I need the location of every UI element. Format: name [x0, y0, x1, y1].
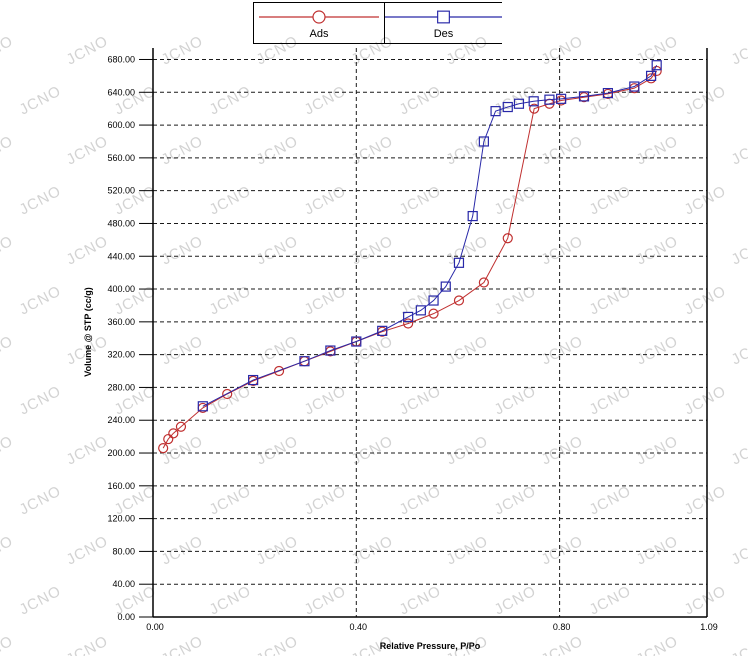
x-tick-label: 0.00	[146, 622, 164, 632]
y-tick-label: 280.00	[107, 382, 135, 392]
des-marker	[578, 91, 590, 102]
des-marker	[248, 374, 259, 386]
ads-marker	[478, 277, 489, 288]
ads-marker	[453, 295, 465, 306]
des-marker	[528, 96, 539, 107]
des-marker	[556, 93, 567, 104]
des-marker	[502, 101, 513, 113]
y-tick-label: 640.00	[107, 87, 135, 97]
ads-marker	[163, 433, 174, 445]
ads-marker	[222, 388, 233, 400]
x-axis-title: Relative Pressure, P/Po	[379, 641, 481, 651]
legend-label-ads: Ads	[309, 27, 329, 40]
des-marker	[197, 401, 208, 412]
y-tick-label: 600.00	[107, 120, 135, 130]
ads-marker	[529, 103, 540, 114]
y-tick-label: 80.00	[112, 546, 135, 556]
des-marker	[351, 336, 362, 347]
y-tick-label: 200.00	[107, 448, 135, 458]
x-tick-label: 0.80	[553, 622, 571, 632]
ads-marker	[502, 233, 513, 244]
des-marker	[453, 257, 465, 268]
y-tick-label: 360.00	[107, 317, 135, 327]
legend-item-des: Des	[384, 2, 502, 44]
ads-marker	[403, 318, 414, 329]
ads-series-line	[162, 70, 658, 449]
des-marker	[645, 70, 657, 81]
des-marker	[403, 311, 414, 323]
chart-legend: Ads Des	[253, 2, 502, 44]
des-marker	[544, 94, 555, 105]
y-tick-label: 0.00	[117, 612, 135, 622]
y-tick-label: 120.00	[107, 514, 135, 524]
ads-marker	[273, 365, 285, 377]
des-marker	[602, 87, 613, 99]
y-tick-label: 240.00	[107, 415, 135, 425]
y-tick-label: 40.00	[112, 579, 135, 589]
legend-label-des: Des	[433, 27, 454, 40]
ads-line-sample-icon	[259, 9, 379, 24]
des-marker	[651, 60, 662, 71]
ads-marker	[158, 443, 169, 454]
des-marker	[428, 295, 439, 306]
ads-marker	[175, 421, 187, 432]
des-marker	[440, 281, 451, 292]
y-tick-label: 560.00	[107, 153, 135, 163]
y-tick-label: 480.00	[107, 218, 135, 228]
ads-marker	[428, 308, 439, 319]
des-marker	[478, 136, 489, 147]
y-tick-label: 520.00	[107, 186, 135, 196]
ads-marker	[168, 428, 179, 439]
des-marker	[490, 106, 501, 117]
des-marker	[325, 345, 336, 356]
des-line-sample-icon	[385, 10, 502, 23]
des-marker	[629, 81, 640, 92]
x-tick-label: 1.09	[700, 622, 718, 632]
y-tick-label: 320.00	[107, 350, 135, 360]
des-marker	[513, 98, 525, 109]
y-tick-label: 440.00	[107, 251, 135, 261]
des-marker	[377, 325, 388, 336]
des-marker	[467, 210, 478, 222]
y-tick-label: 680.00	[107, 54, 135, 64]
x-tick-label: 0.40	[350, 622, 368, 632]
y-tick-label: 400.00	[107, 284, 135, 294]
des-marker	[299, 356, 310, 367]
legend-item-ads: Ads	[253, 2, 384, 44]
y-tick-label: 160.00	[107, 481, 135, 491]
des-marker	[415, 305, 426, 316]
